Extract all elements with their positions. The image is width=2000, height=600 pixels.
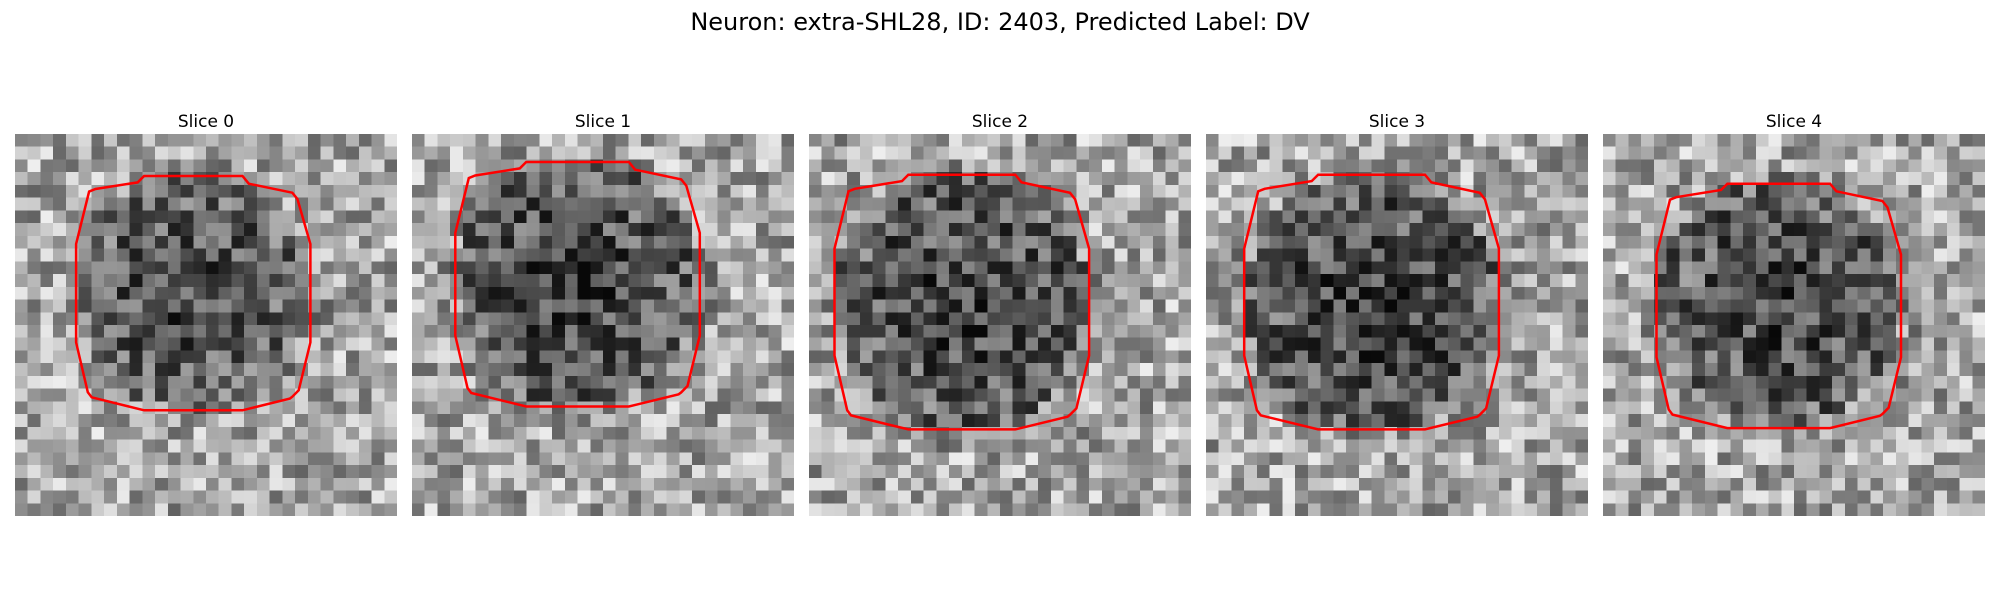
neuron-contour [74,174,312,412]
slice-panel-4: Slice 4 [1603,110,1985,516]
slice-panel-1: Slice 1 [412,110,794,516]
slice-image [1603,134,1985,516]
slice-panel-2: Slice 2 [809,110,1191,516]
neuron-contour [833,173,1091,431]
neuron-contour [454,160,702,408]
slice-title: Slice 2 [971,112,1029,132]
slice-image [15,134,397,516]
slice-title: Slice 1 [574,112,632,132]
neuron-contour [1655,182,1903,430]
slice-title: Slice 0 [177,112,235,132]
slice-image [412,134,794,516]
slice-title: Slice 4 [1765,112,1823,132]
neuron-contour [1242,173,1501,431]
slice-title: Slice 3 [1368,112,1426,132]
slice-panel-0: Slice 0 [15,110,397,516]
slice-image [1206,134,1588,516]
figure-title: Neuron: extra-SHL28, ID: 2403, Predicted… [690,8,1310,36]
slice-image [809,134,1191,516]
slice-panel-3: Slice 3 [1206,110,1588,516]
